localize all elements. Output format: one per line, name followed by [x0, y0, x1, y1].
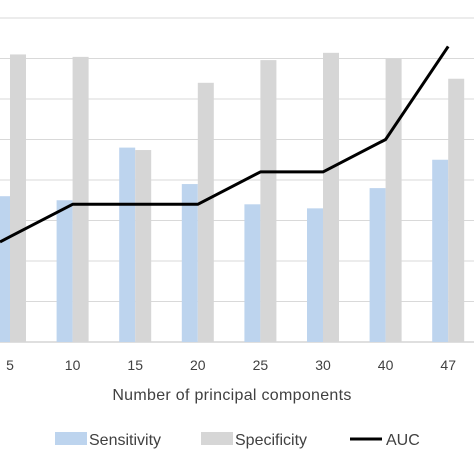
x-tick-label: 20 [190, 357, 206, 373]
x-tick-label: 40 [378, 357, 394, 373]
sensitivity-bar [56, 200, 73, 342]
legend-label: AUC [386, 432, 420, 449]
x-tick-label: 30 [315, 357, 331, 373]
legend-swatch [55, 432, 87, 445]
specificity-bar [323, 52, 339, 342]
x-tick-label: 15 [127, 357, 143, 373]
specificity-bar [385, 58, 402, 342]
specificity-bar [260, 60, 277, 343]
x-tick-label: 5 [6, 357, 14, 373]
sensitivity-bar [0, 196, 10, 342]
sensitivity-bar [119, 147, 136, 342]
x-tick-label: 10 [65, 357, 81, 373]
legend-item-auc: AUC [350, 432, 420, 449]
legend-swatch [201, 432, 233, 445]
sensitivity-bar [244, 204, 261, 342]
x-tick-labels: 5 10 15 20 25 30 40 47 [6, 357, 456, 373]
legend-label: Sensitivity [89, 432, 161, 449]
bars [0, 52, 465, 343]
x-tick-label: 47 [440, 357, 456, 373]
sensitivity-bar [432, 159, 449, 342]
specificity-bar [10, 54, 26, 342]
auc-line-layer [0, 45, 450, 244]
sensitivity-bar [307, 208, 323, 342]
legend: Sensitivity Specificity AUC [55, 432, 420, 449]
x-axis-title: Number of principal components [112, 387, 351, 404]
specificity-bar [72, 56, 89, 342]
specificity-bar [135, 150, 152, 342]
specificity-bar [448, 78, 465, 342]
auc-line [0, 45, 450, 244]
legend-item-sensitivity: Sensitivity [55, 432, 161, 449]
sensitivity-bar [369, 188, 386, 342]
legend-label: Specificity [235, 432, 307, 449]
specificity-bar [197, 82, 214, 343]
sensitivity-bar [181, 184, 198, 342]
x-tick-label: 25 [253, 357, 269, 373]
legend-item-specificity: Specificity [201, 432, 307, 449]
